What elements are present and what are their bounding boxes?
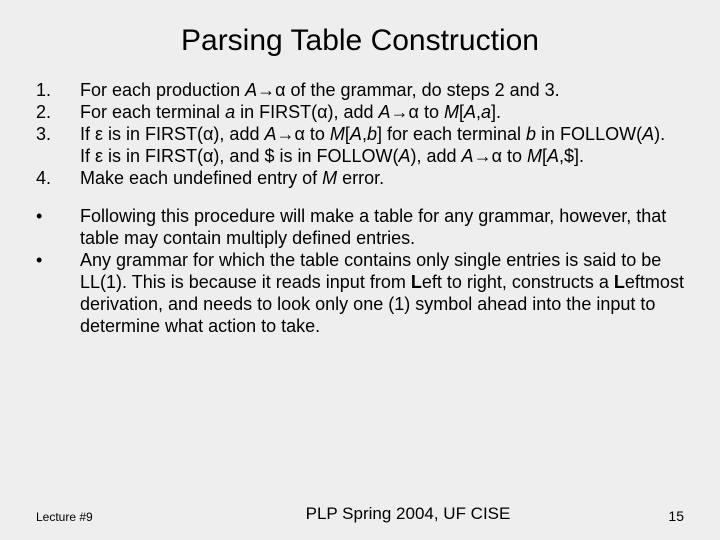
slide-title: Parsing Table Construction — [36, 24, 684, 58]
slide: Parsing Table Construction 1. For each p… — [0, 0, 720, 540]
list-content: Make each undefined entry of M error. — [80, 168, 684, 190]
list-item: 4. Make each undefined entry of M error. — [36, 168, 684, 190]
list-marker: 2. — [36, 102, 80, 124]
list-content: Any grammar for which the table contains… — [80, 250, 684, 338]
list-content: For each terminal a in FIRST(α), add A→α… — [80, 102, 684, 124]
bullet-marker: • — [36, 250, 80, 338]
list-marker: 3. — [36, 124, 80, 168]
slide-body: 1. For each production A→α of the gramma… — [36, 80, 684, 337]
footer-right: 15 — [624, 508, 684, 524]
list-content: For each production A→α of the grammar, … — [80, 80, 684, 102]
list-marker: 4. — [36, 168, 80, 190]
list-item: • Any grammar for which the table contai… — [36, 250, 684, 338]
list-item: • Following this procedure will make a t… — [36, 206, 684, 250]
list-marker: 1. — [36, 80, 80, 102]
list-item: 1. For each production A→α of the gramma… — [36, 80, 684, 102]
footer-center: PLP Spring 2004, UF CISE — [192, 504, 624, 524]
list-item: 3. If ε is in FIRST(α), add A→α to M[A,b… — [36, 124, 684, 168]
slide-footer: Lecture #9 PLP Spring 2004, UF CISE 15 — [0, 504, 720, 524]
footer-left: Lecture #9 — [36, 510, 192, 524]
list-item: 2. For each terminal a in FIRST(α), add … — [36, 102, 684, 124]
bullet-marker: • — [36, 206, 80, 250]
list-content: Following this procedure will make a tab… — [80, 206, 684, 250]
list-content: If ε is in FIRST(α), add A→α to M[A,b] f… — [80, 124, 684, 168]
